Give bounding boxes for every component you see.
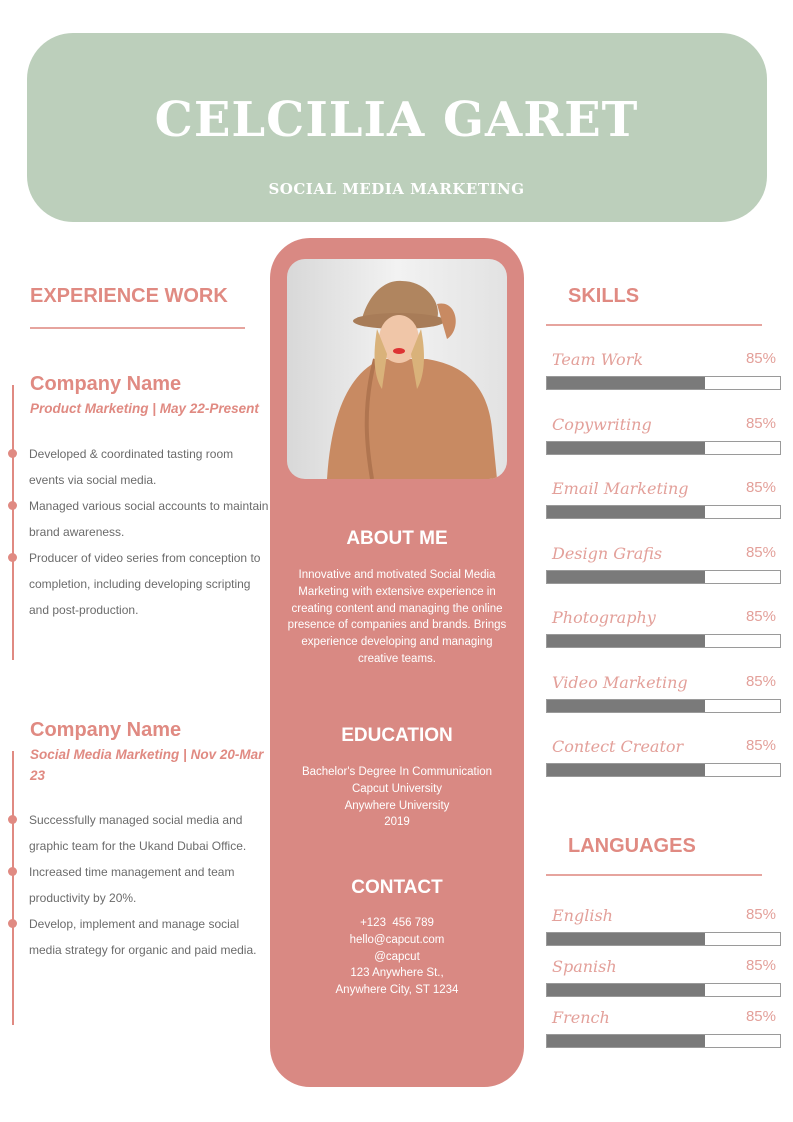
- skill-label: Video Marketing: [552, 672, 688, 692]
- percent-label: 85%: [745, 906, 776, 923]
- language-label: French: [552, 1008, 610, 1027]
- social-handle: @capcut: [374, 950, 420, 963]
- skill-label: Email Marketing: [552, 479, 689, 498]
- percent-label: 85%: [745, 957, 776, 974]
- progress-bar: [546, 376, 781, 390]
- progress-bar: [546, 763, 781, 777]
- languages-heading: LANGUAGES: [568, 835, 696, 857]
- list-item: Increased time management and team produ…: [8, 859, 269, 911]
- bullet-dot-icon: [8, 553, 17, 562]
- phone: +123 456 789: [360, 917, 434, 929]
- address-line-1: 123 Anywhere St.,: [350, 967, 444, 980]
- progress-fill: [547, 933, 706, 945]
- percent-label: 85%: [745, 479, 776, 496]
- progress-bar: [546, 932, 781, 946]
- progress-fill: [547, 506, 706, 518]
- degree: Bachelor's Degree In Communication: [301, 766, 493, 778]
- divider: [546, 874, 762, 876]
- progress-bar: [546, 698, 781, 713]
- about-heading: ABOUT ME: [346, 528, 448, 549]
- percent-label: 85%: [745, 737, 776, 754]
- education-heading: EDUCATION: [341, 725, 453, 746]
- bullet-dot-icon: [8, 815, 17, 824]
- percent-label: 85%: [745, 543, 776, 561]
- list-item: Producer of video series from conception…: [8, 545, 269, 623]
- company-name: Company Name: [30, 719, 182, 741]
- school: Capcut University: [351, 782, 443, 795]
- language-label: Spanish: [552, 957, 617, 976]
- school-location: Anywhere University: [344, 799, 450, 812]
- progress-fill: [547, 570, 706, 583]
- progress-fill: [547, 764, 706, 776]
- progress-bar: [546, 983, 781, 997]
- job-bullets: Successfully managed social media and gr…: [8, 807, 269, 963]
- bullet-dot-icon: [8, 867, 17, 876]
- progress-fill: [547, 377, 706, 389]
- percent-label: 85%: [745, 414, 776, 432]
- timeline-line: [12, 751, 14, 1025]
- profile-photo: [287, 259, 507, 479]
- person-photo-icon: [327, 280, 497, 479]
- email: hello@capcut.com: [349, 933, 445, 946]
- progress-bar: [546, 634, 781, 648]
- skill-label: Photography: [552, 608, 656, 627]
- percent-label: 85%: [745, 350, 776, 367]
- percent-label: 85%: [745, 608, 776, 625]
- bullet-dot-icon: [8, 501, 17, 510]
- percent-label: 85%: [745, 672, 776, 690]
- progress-bar: [546, 569, 781, 584]
- language-label: English: [552, 906, 613, 925]
- job-role: Product Marketing | May 22-Present: [30, 401, 259, 416]
- company-name: Company Name: [30, 373, 182, 395]
- list-item: Develop, implement and manage social med…: [8, 911, 269, 963]
- job-bullets: Developed & coordinated tasting room eve…: [8, 441, 269, 623]
- contact-details: +123 456 789 hello@capcut.com @capcut 12…: [280, 915, 514, 999]
- graduation-year: 2019: [384, 816, 410, 829]
- bullet-dot-icon: [8, 919, 17, 928]
- education-details: Bachelor's Degree In Communication Capcu…: [280, 764, 514, 831]
- candidate-name: CELCILIA GARET: [154, 92, 639, 148]
- address-line-2: Anywhere City, ST 1234: [335, 984, 459, 997]
- progress-fill: [547, 1035, 706, 1047]
- divider: [30, 327, 245, 329]
- list-item: Managed various social accounts to maint…: [8, 493, 269, 545]
- experience-heading: EXPERIENCE WORK: [30, 285, 228, 307]
- timeline-line: [12, 385, 14, 660]
- progress-fill: [547, 984, 706, 996]
- bullet-dot-icon: [8, 449, 17, 458]
- progress-bar: [546, 440, 781, 455]
- skill-label: Contect Creator: [552, 737, 684, 756]
- list-item: Successfully managed social media and gr…: [8, 807, 269, 859]
- list-item: Developed & coordinated tasting room eve…: [8, 441, 269, 493]
- skill-label: Team Work: [552, 350, 644, 369]
- progress-bar: [546, 1034, 781, 1048]
- about-text: Innovative and motivated Social Media Ma…: [287, 569, 507, 665]
- progress-fill: [547, 635, 706, 647]
- header-banner: [27, 33, 767, 222]
- contact-heading: CONTACT: [351, 877, 443, 898]
- progress-fill: [547, 699, 706, 712]
- skills-heading: SKILLS: [568, 285, 640, 307]
- percent-label: 85%: [745, 1008, 776, 1025]
- skill-label: Copywriting: [552, 414, 652, 434]
- progress-bar: [546, 505, 781, 519]
- job-role: Social Media Marketing | Nov 20-Mar 23: [30, 747, 264, 783]
- candidate-title: SOCIAL MEDIA MARKETING: [268, 180, 525, 198]
- progress-fill: [547, 441, 706, 454]
- skill-label: Design Grafis: [552, 543, 663, 563]
- divider: [546, 324, 762, 326]
